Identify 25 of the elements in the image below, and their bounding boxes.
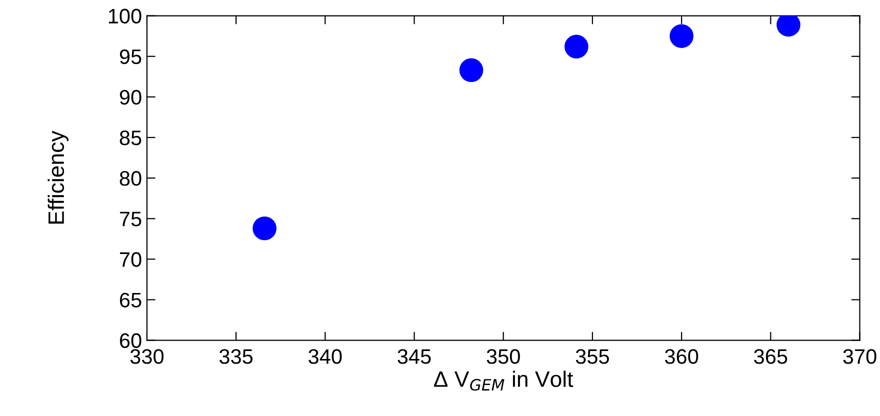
x-tick-label: 370 [843,349,876,364]
x-tick-label: 355 [576,349,609,364]
x-tick-label: 330 [130,349,164,364]
point [776,16,800,37]
y-tick-label: 70 [120,252,142,267]
point [564,34,588,59]
x-tick-label: 345 [398,349,431,364]
x-tick-label: 360 [664,349,698,364]
x-tick-label: 340 [308,349,342,364]
y-tick-label: 100 [108,8,142,24]
y-tick-label: 65 [120,292,142,308]
y-tick-label: 90 [120,90,142,105]
point [459,58,484,82]
point [252,216,276,240]
x-tick-label: 335 [219,349,253,364]
y-tick-label: 80 [120,171,142,186]
y-tick-label: 95 [120,49,142,64]
point [670,24,694,48]
x-axis-title: Δ V$_{GEM}$ in Volt [434,370,574,391]
x-tick-label: 350 [486,349,520,364]
y-axis-title: Efficiency [48,130,68,224]
x-tick-label: 365 [754,349,788,364]
y-tick-label: 85 [120,130,142,146]
y-tick-label: 75 [120,212,142,226]
y-tick-label: 60 [120,333,142,348]
